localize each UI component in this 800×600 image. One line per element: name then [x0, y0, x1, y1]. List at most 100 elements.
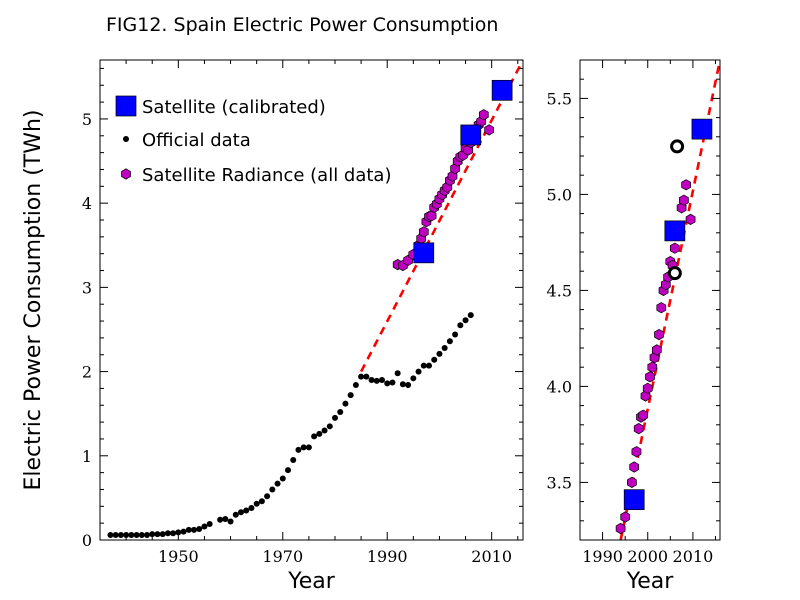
x-tick-label: 1990	[582, 547, 623, 566]
data-point-dot	[290, 457, 297, 463]
y-tick-label: 4.0	[547, 377, 572, 396]
y-tick-label: 5.5	[547, 89, 572, 108]
data-point-dot	[415, 368, 422, 375]
data-point-dot	[112, 531, 119, 538]
data-point-dot	[144, 531, 150, 538]
data-point-hexagon	[631, 446, 642, 458]
x-tick-label: 1990	[367, 547, 408, 566]
axes-frame	[99, 59, 524, 541]
chart-panel-main: 1950 1970 1990 2010 0 1 2 3 4 5 Year Electric Power…	[21, 59, 524, 594]
data-point-hexagon	[685, 213, 696, 226]
data-point-square	[623, 489, 645, 511]
series-hexagon	[392, 109, 494, 272]
data-point-dot	[274, 480, 281, 487]
data-point-square	[691, 118, 713, 140]
data-point-hexagon	[633, 422, 644, 435]
data-point-hexagon	[638, 409, 649, 421]
data-point-dot	[123, 531, 130, 538]
x-tick-label: 2010	[673, 547, 714, 566]
data-point-dot	[248, 505, 255, 511]
data-point-dot	[342, 400, 349, 407]
chart-panel-zoom: 1990 2000 2010 3.5 4.0 4.5 5.0 5.5 Year	[547, 59, 721, 594]
data-point-hexagon	[418, 226, 429, 238]
data-point-hexagon	[679, 194, 689, 206]
y-tick-label: 4	[82, 194, 92, 213]
data-point-dot	[154, 531, 161, 538]
trend-line	[359, 60, 523, 373]
y-tick-label: 3	[82, 278, 92, 297]
data-point-dot	[279, 475, 286, 482]
data-point-dot	[164, 530, 171, 537]
data-point-dot	[300, 444, 307, 451]
data-point-hexagon	[478, 109, 489, 121]
legend-label: Satellite Radiance (all data)	[142, 165, 392, 186]
data-point-dot	[446, 338, 453, 345]
plot-area	[615, 60, 720, 540]
data-point-dot	[117, 531, 124, 538]
data-point-dot	[457, 322, 464, 329]
data-point-hexagon	[645, 371, 655, 383]
data-point-dot	[394, 370, 401, 377]
data-point-hexagon	[615, 522, 626, 535]
y-tick-label: 5.0	[547, 185, 572, 204]
data-point-hexagon	[647, 361, 658, 373]
data-point-dot	[379, 377, 385, 383]
data-point-dot	[316, 430, 323, 437]
data-point-dot	[217, 516, 224, 523]
data-point-hexagon	[651, 344, 662, 356]
data-point-dot	[352, 382, 359, 389]
data-point-dot	[238, 509, 244, 516]
legend-label: Official data	[142, 130, 251, 151]
data-point-dot	[253, 500, 260, 507]
data-point-dot	[441, 345, 448, 351]
data-point-square	[491, 79, 513, 101]
series-square	[623, 118, 713, 511]
data-point-dot	[128, 531, 135, 538]
data-point-hexagon	[642, 382, 653, 394]
data-point-dot	[201, 523, 208, 530]
data-point-dot	[426, 362, 432, 369]
data-point-ring	[667, 266, 682, 281]
data-point-dot	[196, 526, 203, 533]
data-point-hexagon	[627, 476, 637, 489]
data-point-dot	[311, 433, 318, 440]
data-point-dot	[243, 507, 250, 514]
data-point-square	[664, 220, 686, 242]
data-point-hexagon	[629, 461, 640, 473]
figure-title: FIG12. Spain Electric Power Consumption	[106, 14, 499, 36]
y-tick-label: 2	[82, 363, 92, 382]
data-point-dot	[264, 493, 271, 500]
legend-marker-hexagon	[121, 168, 131, 180]
x-tick-label: 1950	[158, 547, 199, 566]
series-square	[413, 79, 513, 264]
data-point-dot	[159, 531, 166, 538]
data-point-dot	[285, 467, 291, 474]
x-tick-label: 2000	[627, 547, 668, 566]
data-point-dot	[321, 427, 328, 434]
legend-marker-dot	[123, 136, 129, 142]
data-point-dot	[368, 377, 375, 383]
data-point-hexagon	[669, 242, 680, 254]
data-point-square	[413, 242, 435, 264]
trend-line	[619, 60, 720, 540]
x-tick-label: 1970	[262, 547, 303, 566]
data-point-dot	[232, 511, 239, 518]
data-point-dot	[133, 531, 140, 538]
data-point-dot	[420, 362, 427, 369]
legend: Satellite (calibrated) Official data Satel…	[115, 95, 392, 186]
y-tick-label: 1	[82, 447, 92, 466]
x-tick-label: 2010	[471, 547, 512, 566]
data-point-dot	[347, 392, 354, 399]
data-point-dot	[107, 531, 114, 538]
data-point-dot	[305, 444, 312, 451]
data-point-dot	[389, 379, 396, 386]
legend-label: Satellite (calibrated)	[142, 97, 326, 118]
data-point-dot	[363, 373, 370, 380]
plot-area	[107, 60, 523, 538]
data-point-dot	[206, 521, 213, 527]
data-point-dot	[358, 373, 365, 380]
data-point-dot	[258, 498, 265, 505]
data-point-dot	[431, 356, 438, 363]
data-point-dot	[337, 409, 344, 415]
